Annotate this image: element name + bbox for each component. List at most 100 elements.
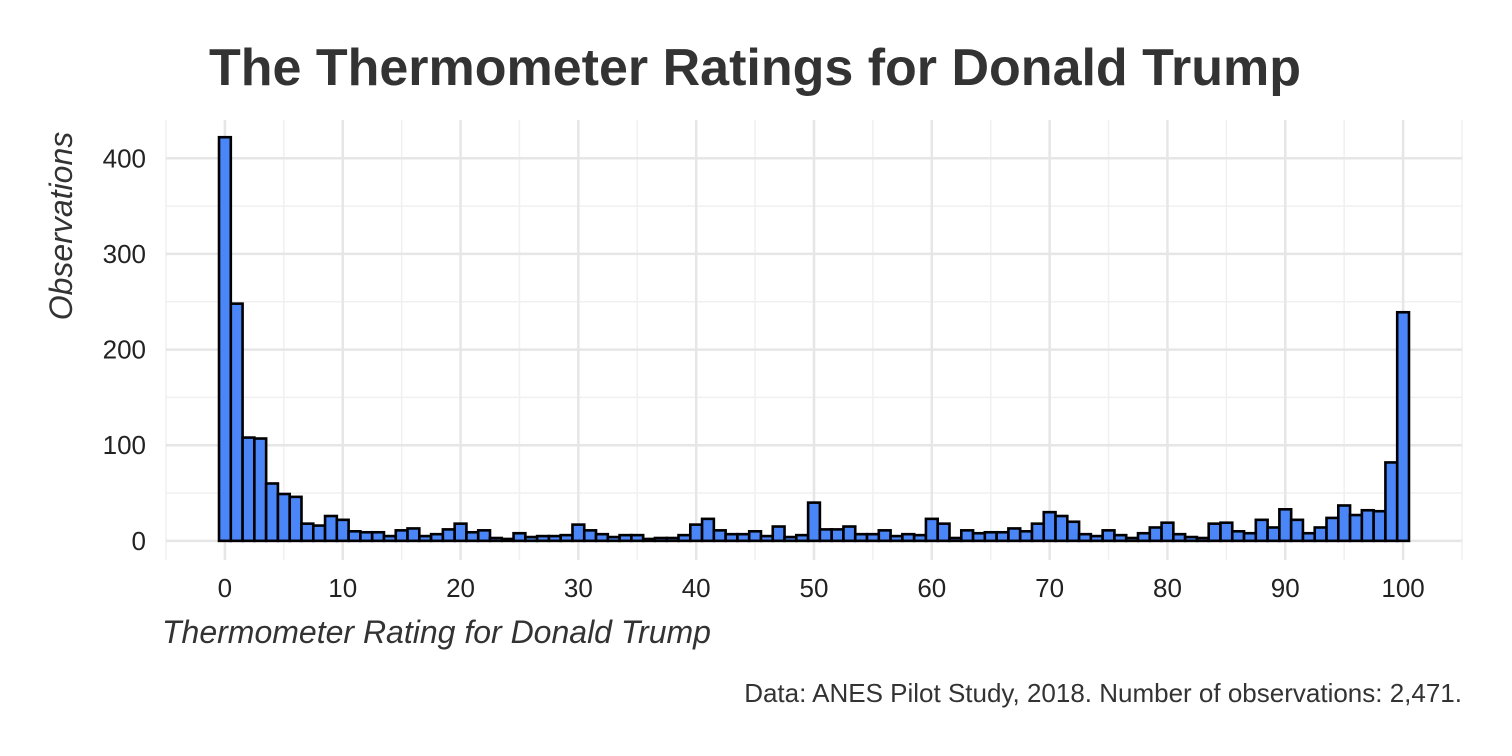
histogram-bar (323, 514, 339, 543)
histogram-bar (311, 524, 327, 543)
histogram-bar (1254, 518, 1269, 543)
histogram-bar (1266, 526, 1281, 543)
histogram-bar (559, 533, 574, 543)
histogram-bar (1313, 526, 1328, 543)
histogram-bar (818, 528, 833, 543)
histogram-bar (853, 532, 869, 543)
x-tick-label: 20 (446, 573, 475, 603)
histogram-bar (1289, 518, 1305, 543)
histogram-bar (1301, 531, 1317, 543)
histogram-bar (736, 532, 751, 543)
histogram-bar (465, 530, 480, 543)
histogram-bar (700, 517, 716, 543)
histogram-bar (889, 534, 904, 543)
y-axis-ticks: 0 100 200 300 400 (103, 143, 146, 556)
histogram-bar (382, 534, 398, 543)
histogram-bar (1278, 508, 1293, 543)
histogram-bar (1395, 310, 1411, 543)
histogram-bar (547, 534, 562, 543)
histogram-bar (959, 529, 975, 543)
histogram-bar (264, 482, 280, 543)
histogram-bar (288, 495, 303, 543)
y-tick-label: 400 (103, 143, 146, 173)
histogram-bar (582, 529, 598, 543)
y-tick-label: 100 (103, 430, 146, 460)
x-tick-label: 40 (682, 573, 711, 603)
x-tick-label: 30 (564, 573, 593, 603)
histogram-bar (641, 537, 657, 543)
histogram-bar (217, 135, 233, 543)
histogram-bar (806, 501, 822, 543)
histogram-bar (335, 518, 350, 543)
histogram-bar (783, 535, 798, 543)
histogram-bar (406, 527, 421, 543)
histogram-bar (1207, 522, 1222, 543)
histogram-bar (347, 530, 362, 543)
histogram-bar (912, 533, 928, 543)
histogram-bar (418, 534, 433, 543)
histogram-bar (771, 525, 786, 543)
histogram-bar (441, 528, 456, 543)
histogram-bar (1172, 532, 1187, 543)
histogram-bar (924, 517, 940, 543)
histogram-bar (677, 533, 692, 543)
histogram-bar (1101, 529, 1116, 543)
histogram-bar (948, 536, 963, 543)
x-axis-label: Thermometer Rating for Donald Trump (162, 614, 711, 650)
x-axis-ticks: 0 10 20 30 40 50 60 70 80 90 100 (218, 573, 1425, 603)
histogram-bar (1183, 535, 1199, 543)
histogram-bar (1219, 521, 1234, 543)
histogram-bar (359, 530, 374, 543)
histogram-bar (476, 529, 492, 543)
histogram-bar (724, 532, 739, 543)
histogram-bar (712, 529, 727, 543)
x-tick-label: 0 (218, 573, 232, 603)
histogram-bar (1007, 527, 1022, 543)
histogram-bar (1360, 508, 1375, 543)
histogram-bar (500, 537, 515, 543)
histogram-bar (370, 530, 386, 543)
chart-caption: Data: ANES Pilot Study, 2018. Number of … (744, 678, 1462, 708)
histogram-bar (1042, 510, 1057, 543)
histogram-bar (1160, 521, 1175, 543)
histogram-bar (971, 531, 987, 543)
histogram-bar (488, 536, 504, 543)
x-tick-label: 70 (1035, 573, 1064, 603)
x-tick-label: 60 (917, 573, 946, 603)
histogram-bar (842, 525, 857, 543)
histogram-bar (1089, 534, 1104, 543)
histogram-bar (1242, 531, 1258, 543)
plot-grid (165, 120, 1463, 560)
histogram-bar (524, 535, 539, 543)
histogram-bar (877, 529, 892, 543)
y-tick-label: 200 (103, 335, 146, 365)
histogram-bar (394, 529, 409, 543)
histogram-bar (1336, 504, 1352, 543)
histogram-bar (1372, 509, 1387, 543)
histogram-bar (1384, 461, 1399, 543)
x-tick-label: 50 (800, 573, 829, 603)
histogram-bar (901, 532, 916, 543)
histogram-bar (983, 530, 998, 543)
histogram-bar (653, 536, 669, 543)
histogram-bar (300, 522, 315, 543)
histogram-bar (665, 536, 680, 543)
y-tick-label: 300 (103, 239, 146, 269)
histogram-bar (1230, 530, 1246, 543)
histogram-bar (241, 436, 256, 543)
histogram-bar (1113, 533, 1128, 543)
histogram-bar (830, 528, 845, 543)
histogram-bar (1054, 514, 1069, 543)
histogram-bar (276, 492, 292, 543)
y-tick-label: 0 (132, 526, 146, 556)
histogram-bar (229, 302, 244, 543)
histogram-bar (1124, 536, 1140, 543)
histogram-bar (630, 533, 645, 543)
histogram-bar (1195, 536, 1210, 543)
histogram-bar (594, 532, 610, 543)
y-axis-label: Observations (43, 132, 79, 321)
histogram-bar (512, 531, 527, 543)
chart-title: The Thermometer Ratings for Donald Trump (209, 39, 1301, 97)
histogram-bar (253, 437, 268, 543)
histogram-bar (759, 534, 775, 543)
